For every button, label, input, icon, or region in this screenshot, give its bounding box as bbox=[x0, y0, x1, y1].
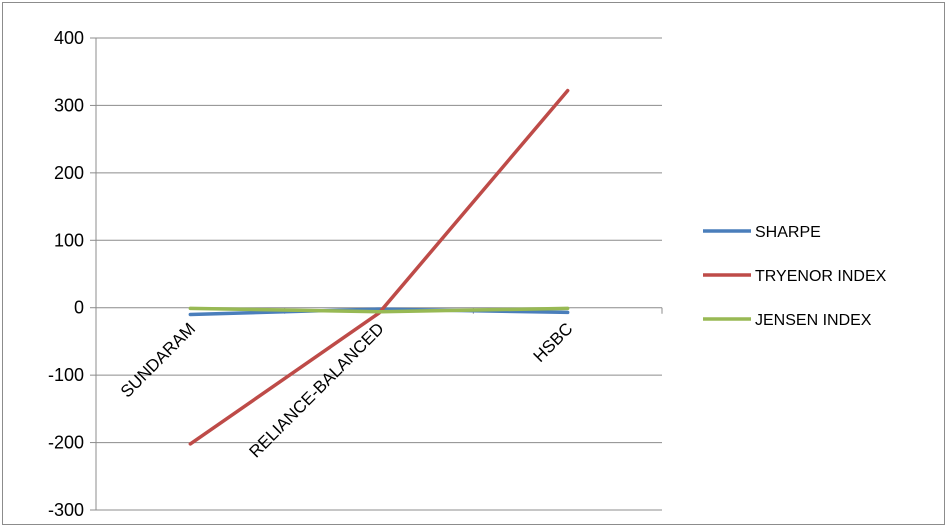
y-tick-label-4: 0 bbox=[74, 298, 84, 318]
x-category-label-0: SUNDARAM bbox=[117, 319, 199, 401]
series-lines bbox=[188, 88, 570, 446]
x-category-labels: SUNDARAM RELIANCE-BALANCED HSBC bbox=[117, 319, 577, 461]
y-tick-label-0: 400 bbox=[54, 28, 84, 48]
legend-label-2: JENSEN INDEX bbox=[755, 312, 872, 329]
legend: SHARPE TRYENOR INDEX JENSEN INDEX bbox=[703, 224, 887, 329]
y-tick-label-2: 200 bbox=[54, 163, 84, 183]
axes bbox=[90, 37, 663, 511]
gridlines bbox=[96, 37, 662, 511]
y-tick-label-6: -200 bbox=[48, 433, 84, 453]
series-line-1 bbox=[188, 88, 570, 446]
y-tick-label-5: -100 bbox=[48, 365, 84, 385]
y-tick-labels: 400 300 200 100 0 -100 -200 -300 bbox=[48, 28, 84, 520]
y-tick-label-1: 300 bbox=[54, 95, 84, 115]
y-tick-label-7: -300 bbox=[48, 500, 84, 520]
x-category-label-2: HSBC bbox=[530, 319, 577, 366]
y-tick-label-3: 100 bbox=[54, 230, 84, 250]
legend-label-0: SHARPE bbox=[755, 224, 821, 241]
legend-label-1: TRYENOR INDEX bbox=[755, 268, 887, 285]
